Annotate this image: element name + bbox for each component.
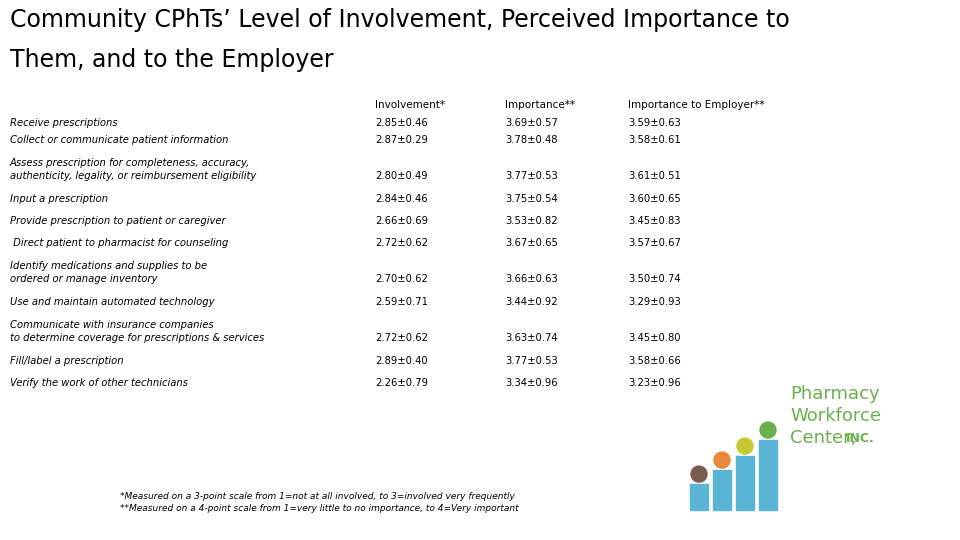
Text: Receive prescriptions: Receive prescriptions [10,118,118,128]
Text: authenticity, legality, or reimbursement eligibility: authenticity, legality, or reimbursement… [10,171,256,181]
Text: Direct patient to pharmacist for counseling: Direct patient to pharmacist for counsel… [10,239,228,248]
Text: 3.58±0.66: 3.58±0.66 [628,355,681,366]
Text: Importance to Employer**: Importance to Employer** [628,100,764,110]
Text: 2.87±0.29: 2.87±0.29 [375,135,428,145]
Text: 2.72±0.62: 2.72±0.62 [375,333,428,343]
Text: 2.80±0.49: 2.80±0.49 [375,171,427,181]
Text: 3.59±0.63: 3.59±0.63 [628,118,681,128]
Text: Center,: Center, [790,429,856,447]
Text: 3.45±0.83: 3.45±0.83 [628,216,681,226]
Text: *Measured on a 3-point scale from 1=not at all involved, to 3=involved very freq: *Measured on a 3-point scale from 1=not … [120,492,515,501]
Text: Involvement*: Involvement* [375,100,445,110]
Text: to determine coverage for prescriptions & services: to determine coverage for prescriptions … [10,333,264,343]
Text: Provide prescription to patient or caregiver: Provide prescription to patient or careg… [10,216,226,226]
Text: 2.85±0.46: 2.85±0.46 [375,118,428,128]
Text: 2.59±0.71: 2.59±0.71 [375,297,428,307]
Text: 3.57±0.67: 3.57±0.67 [628,239,681,248]
Text: 3.58±0.61: 3.58±0.61 [628,135,681,145]
Bar [759,440,777,510]
Text: INC.: INC. [846,432,875,445]
Text: 3.67±0.65: 3.67±0.65 [505,239,558,248]
Text: Input a prescription: Input a prescription [10,193,108,204]
Text: Pharmacy: Pharmacy [790,385,879,403]
Text: **Measured on a 4-point scale from 1=very little to no importance, to 4=Very imp: **Measured on a 4-point scale from 1=ver… [120,504,518,513]
Text: 2.84±0.46: 2.84±0.46 [375,193,427,204]
Bar [713,470,731,510]
Text: 3.63±0.74: 3.63±0.74 [505,333,558,343]
Text: Verify the work of other technicians: Verify the work of other technicians [10,378,188,388]
Text: 2.70±0.62: 2.70±0.62 [375,274,428,285]
Text: 3.50±0.74: 3.50±0.74 [628,274,681,285]
Text: ordered or manage inventory: ordered or manage inventory [10,274,157,285]
Circle shape [691,466,707,482]
Text: 3.78±0.48: 3.78±0.48 [505,135,558,145]
Text: 3.66±0.63: 3.66±0.63 [505,274,558,285]
Circle shape [760,422,776,438]
Bar [736,456,754,510]
Text: 2.72±0.62: 2.72±0.62 [375,239,428,248]
Text: Them, and to the Employer: Them, and to the Employer [10,48,334,72]
Text: Use and maintain automated technology: Use and maintain automated technology [10,297,214,307]
Text: 2.66±0.69: 2.66±0.69 [375,216,428,226]
Text: Communicate with insurance companies: Communicate with insurance companies [10,320,214,329]
Text: 3.23±0.96: 3.23±0.96 [628,378,681,388]
Text: 3.53±0.82: 3.53±0.82 [505,216,558,226]
Text: 3.69±0.57: 3.69±0.57 [505,118,558,128]
Text: Assess prescription for completeness, accuracy,: Assess prescription for completeness, ac… [10,158,251,167]
Text: 3.34±0.96: 3.34±0.96 [505,378,558,388]
Text: Community CPhTs’ Level of Involvement, Perceived Importance to: Community CPhTs’ Level of Involvement, P… [10,8,790,32]
Text: Importance**: Importance** [505,100,575,110]
Text: Collect or communicate patient information: Collect or communicate patient informati… [10,135,228,145]
Text: Fill/label a prescription: Fill/label a prescription [10,355,124,366]
Text: 3.45±0.80: 3.45±0.80 [628,333,681,343]
Text: 3.61±0.51: 3.61±0.51 [628,171,681,181]
Text: 3.77±0.53: 3.77±0.53 [505,355,558,366]
Text: 2.89±0.40: 2.89±0.40 [375,355,427,366]
Text: 3.29±0.93: 3.29±0.93 [628,297,681,307]
Text: 3.77±0.53: 3.77±0.53 [505,171,558,181]
Circle shape [714,452,730,468]
Text: 3.60±0.65: 3.60±0.65 [628,193,681,204]
Text: Identify medications and supplies to be: Identify medications and supplies to be [10,261,207,271]
Bar [690,484,708,510]
Circle shape [737,438,753,454]
Text: 2.26±0.79: 2.26±0.79 [375,378,428,388]
Text: 3.75±0.54: 3.75±0.54 [505,193,558,204]
Text: 3.44±0.92: 3.44±0.92 [505,297,558,307]
Text: Workforce: Workforce [790,407,881,425]
